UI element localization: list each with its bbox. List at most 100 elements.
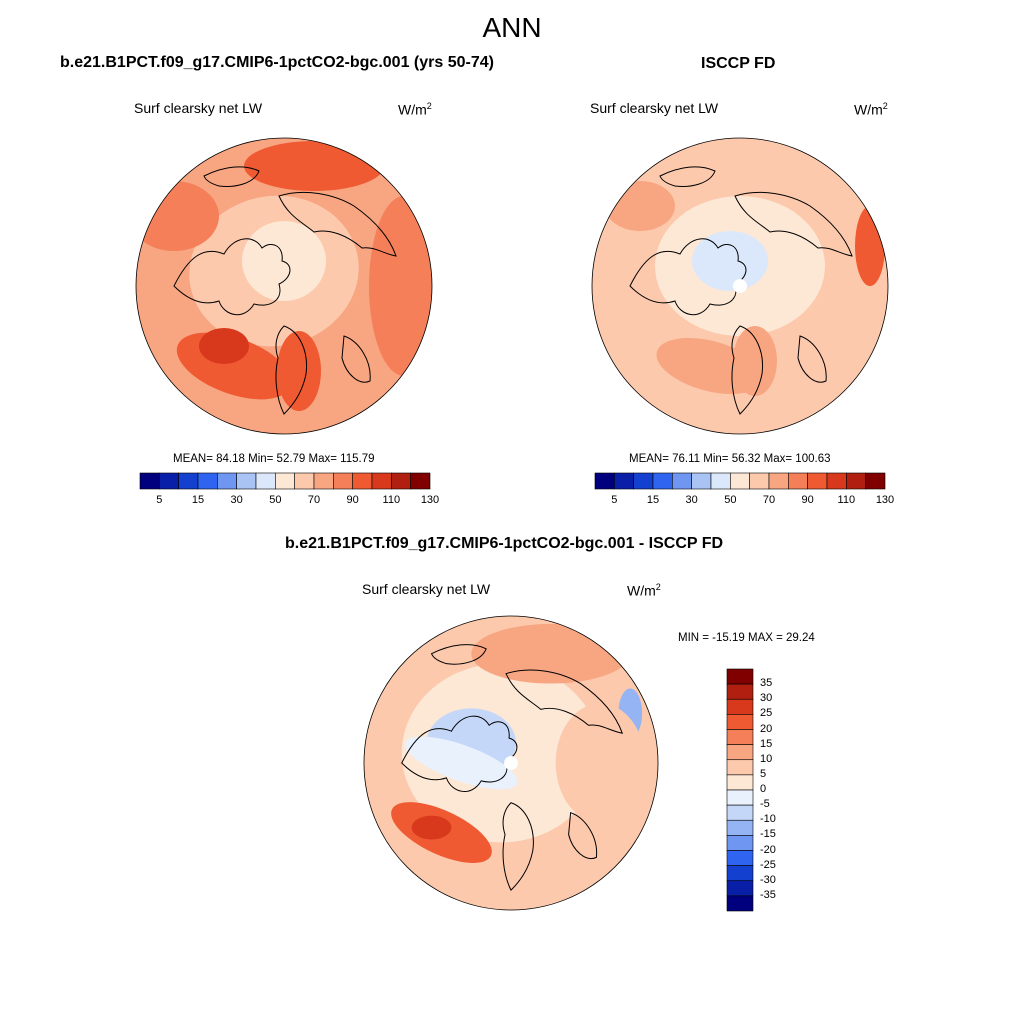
colorbar-box bbox=[726, 774, 754, 791]
model-coastline bbox=[341, 335, 371, 383]
colorbar-tick-label: 0 bbox=[760, 783, 767, 795]
colorbar-box bbox=[726, 835, 754, 851]
panel-diff-variable: Surf clearsky net LW bbox=[362, 581, 491, 597]
panel-obs-title: ISCCP FD bbox=[701, 55, 776, 72]
colorbar-box bbox=[391, 472, 411, 490]
panel-model-stats: MEAN= 84.18 Min= 52.79 Max= 115.79 bbox=[173, 453, 375, 465]
diff-contour-region bbox=[555, 703, 646, 823]
diff-coastline bbox=[568, 811, 597, 859]
colorbar-tick-label: 70 bbox=[307, 494, 321, 506]
obs-coastline bbox=[734, 191, 853, 257]
colorbar-tick-label: 30 bbox=[760, 692, 773, 705]
obs-contour-region bbox=[692, 231, 768, 291]
diff-boundary bbox=[363, 615, 659, 911]
colorbar-box bbox=[826, 472, 847, 490]
diff-contour-region bbox=[471, 623, 631, 684]
colorbar-box bbox=[614, 472, 634, 490]
panel-obs-units: W/m2 bbox=[854, 101, 888, 118]
colorbar-box bbox=[726, 804, 754, 821]
colorbar-box bbox=[726, 850, 754, 866]
colorbar-box bbox=[730, 472, 750, 490]
colorbar-box bbox=[633, 472, 654, 490]
colorbar-tick-label: 110 bbox=[837, 494, 856, 506]
colorbar-tick-label: 130 bbox=[420, 494, 440, 506]
colorbar-box bbox=[726, 819, 754, 836]
colorbar-tick-label: -25 bbox=[760, 858, 776, 871]
obs-coastline bbox=[629, 238, 747, 315]
colorbar-box bbox=[726, 789, 754, 806]
panel-obs-variable: Surf clearsky net LW bbox=[590, 100, 719, 116]
colorbar-box bbox=[710, 472, 731, 490]
diff-coastline bbox=[430, 644, 487, 665]
diff-coastline bbox=[502, 802, 534, 891]
colorbar-box bbox=[139, 472, 160, 490]
colorbar-tick-label: 90 bbox=[346, 494, 359, 506]
model-field bbox=[136, 138, 432, 434]
colorbar-box bbox=[352, 472, 373, 490]
colorbar-tick-label: 35 bbox=[760, 677, 773, 690]
obs-boundary bbox=[591, 137, 889, 435]
colorbar-box bbox=[371, 472, 392, 490]
colorbar-tick-label: 130 bbox=[875, 494, 895, 506]
colorbar-box bbox=[726, 729, 754, 745]
colorbar-box bbox=[726, 744, 754, 761]
model-coastline bbox=[173, 238, 291, 315]
colorbar-tick-label: 15 bbox=[646, 494, 660, 506]
colorbar-box bbox=[726, 895, 754, 912]
colorbar-box bbox=[217, 472, 237, 490]
colorbar-tick-label: 90 bbox=[801, 494, 814, 506]
colorbar-tick-label: 10 bbox=[760, 752, 773, 765]
colorbar-box bbox=[672, 472, 692, 490]
colorbar-tick-label: 70 bbox=[762, 494, 776, 506]
colorbar-box bbox=[236, 472, 257, 490]
colorbar-tick-label: 25 bbox=[760, 707, 773, 720]
colorbar-box bbox=[726, 698, 754, 715]
colorbar-tick-label: 20 bbox=[760, 722, 773, 735]
colorbar-tick-label: 15 bbox=[760, 737, 773, 750]
panel-diff-title: b.e21.B1PCT.f09_g17.CMIP6-1pctCO2-bgc.00… bbox=[285, 535, 724, 552]
colorbar-tick-label: -35 bbox=[760, 888, 776, 901]
colorbar-box bbox=[807, 472, 828, 490]
colorbar-box bbox=[294, 472, 315, 490]
diff-coastline bbox=[505, 669, 623, 734]
colorbar-box bbox=[159, 472, 179, 490]
model-coastline bbox=[278, 191, 397, 257]
panel-model-variable: Surf clearsky net LW bbox=[134, 100, 263, 116]
colorbar-box bbox=[333, 472, 353, 490]
panel-diff-units: W/m2 bbox=[627, 582, 661, 599]
polar-map-obs bbox=[591, 137, 889, 435]
obs-coastline bbox=[731, 325, 764, 415]
colorbar-box bbox=[726, 683, 754, 700]
colorbar-tick-label: -5 bbox=[760, 798, 770, 811]
colorbar-tick-label: 5 bbox=[156, 494, 163, 506]
colorbar-box bbox=[749, 472, 770, 490]
model-coastline bbox=[275, 325, 308, 415]
model-contour-region bbox=[244, 141, 384, 191]
polar-map-model bbox=[135, 137, 433, 435]
colorbar-box bbox=[275, 472, 295, 490]
colorbar-model bbox=[139, 472, 431, 490]
colorbar-tick-label: -20 bbox=[760, 843, 776, 856]
panel-obs-stats: MEAN= 76.11 Min= 56.32 Max= 100.63 bbox=[629, 453, 831, 465]
colorbar-box bbox=[594, 472, 615, 490]
colorbar-tick-label: 50 bbox=[269, 494, 282, 506]
model-contour-region bbox=[277, 331, 321, 411]
colorbar-tick-label: 15 bbox=[191, 494, 205, 506]
colorbar-tick-label: -30 bbox=[760, 873, 776, 886]
colorbar-tick-label: 50 bbox=[724, 494, 737, 506]
colorbar-box bbox=[652, 472, 673, 490]
colorbar-box bbox=[865, 472, 886, 490]
colorbar-box bbox=[726, 880, 754, 897]
model-contour-region bbox=[199, 328, 249, 364]
colorbar-tick-label: -10 bbox=[760, 813, 776, 826]
obs-contour-region bbox=[733, 326, 777, 396]
model-boundary bbox=[135, 137, 433, 435]
colorbar-box bbox=[726, 759, 754, 776]
colorbar-box bbox=[788, 472, 808, 490]
model-contour-region bbox=[136, 181, 219, 251]
panel-diff-stats: MIN = -15.19 MAX = 29.24 bbox=[678, 632, 815, 644]
colorbar-tick-label: 5 bbox=[760, 767, 767, 780]
polar-map-diff bbox=[363, 615, 659, 911]
colorbar-box bbox=[726, 714, 754, 730]
colorbar-diff bbox=[726, 668, 754, 912]
